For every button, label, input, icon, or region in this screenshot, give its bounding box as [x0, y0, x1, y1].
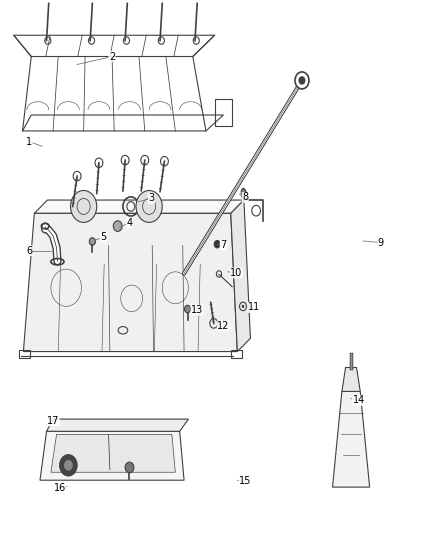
Text: 9: 9 [378, 238, 384, 247]
Circle shape [113, 221, 122, 231]
Text: 4: 4 [127, 218, 133, 228]
Polygon shape [23, 213, 237, 352]
Polygon shape [231, 200, 251, 352]
Circle shape [136, 190, 162, 222]
Circle shape [64, 460, 73, 471]
Circle shape [298, 76, 305, 85]
Ellipse shape [241, 188, 247, 200]
Polygon shape [40, 431, 184, 480]
Text: 14: 14 [353, 395, 365, 406]
Text: 1: 1 [26, 136, 32, 147]
Text: 11: 11 [248, 302, 260, 312]
Text: 12: 12 [217, 321, 230, 331]
Text: 10: 10 [230, 268, 243, 278]
Bar [215, 99, 232, 126]
Bar [231, 350, 242, 358]
Text: 16: 16 [53, 483, 66, 493]
Text: 6: 6 [26, 246, 32, 255]
Polygon shape [51, 434, 175, 472]
Circle shape [89, 238, 95, 245]
Polygon shape [34, 200, 244, 213]
Circle shape [125, 462, 134, 473]
Circle shape [295, 72, 309, 89]
Text: 17: 17 [47, 416, 59, 426]
Circle shape [60, 455, 77, 476]
Circle shape [71, 190, 97, 222]
Circle shape [184, 305, 191, 313]
Text: 15: 15 [239, 477, 251, 486]
Polygon shape [332, 391, 370, 487]
Text: 7: 7 [220, 240, 226, 250]
Circle shape [242, 305, 244, 308]
Polygon shape [342, 368, 360, 391]
Text: 5: 5 [100, 232, 106, 243]
Text: 3: 3 [148, 193, 154, 204]
Circle shape [214, 240, 220, 248]
Text: 8: 8 [242, 192, 248, 203]
Text: 2: 2 [109, 52, 115, 61]
Polygon shape [46, 419, 188, 431]
Bar [19, 350, 30, 358]
Text: 13: 13 [191, 305, 203, 315]
